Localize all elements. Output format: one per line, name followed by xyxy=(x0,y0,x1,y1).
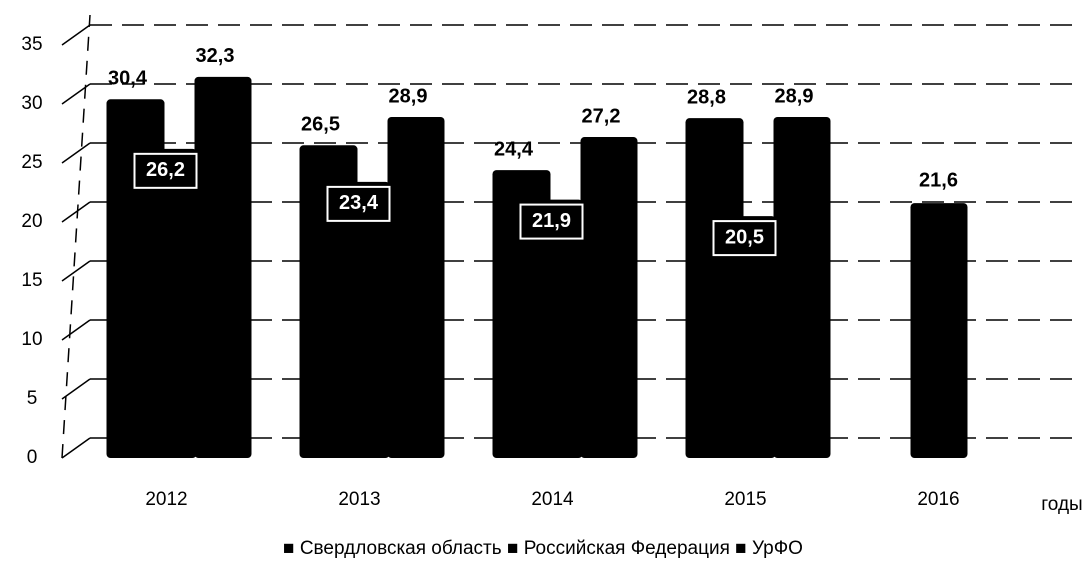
bar xyxy=(387,116,445,458)
legend-label: Российская Федерация xyxy=(524,538,730,559)
bar xyxy=(194,76,252,459)
value-label: 30,4 xyxy=(108,68,148,90)
legend-marker: ■ xyxy=(730,538,752,559)
value-label-box xyxy=(326,185,391,222)
legend-marker: ■ xyxy=(502,538,524,559)
value-label: 26,5 xyxy=(301,114,340,136)
axis-tick xyxy=(61,260,91,282)
legend-label: Свердловская область xyxy=(300,538,502,559)
y-tick-label: 10 xyxy=(21,329,42,350)
x-tick-label: 2016 xyxy=(917,489,959,510)
x-tick-label: 2013 xyxy=(338,489,380,510)
bar xyxy=(106,99,165,458)
value-label: 24,4 xyxy=(494,138,534,160)
x-axis-label: годы xyxy=(1041,494,1082,515)
bar xyxy=(773,116,831,458)
axis-tick xyxy=(61,24,91,46)
y-tick-label: 25 xyxy=(21,152,42,173)
bar xyxy=(685,118,744,458)
value-label-box xyxy=(519,203,584,240)
value-label-box xyxy=(133,152,198,189)
y-tick-label: 5 xyxy=(27,388,38,409)
x-tick-label: 2012 xyxy=(145,489,187,510)
value-label: 28,9 xyxy=(389,85,428,107)
value-label-box xyxy=(712,220,777,257)
x-tick-label: 2015 xyxy=(724,489,766,510)
legend-label: УрФО xyxy=(752,538,803,559)
legend: ■ Свердловская область ■ Российская Феде… xyxy=(283,538,803,559)
axis-tick xyxy=(61,201,91,223)
bar xyxy=(299,145,358,459)
bar xyxy=(910,203,968,458)
legend-marker: ■ xyxy=(283,538,300,559)
y-tick-label: 15 xyxy=(21,270,42,291)
value-label: 28,8 xyxy=(687,86,726,108)
y-tick-label: 35 xyxy=(21,34,42,55)
y-tick-label: 20 xyxy=(21,211,42,232)
axis-tick xyxy=(61,437,91,459)
value-label: 23,4 xyxy=(339,192,379,214)
value-label: 20,5 xyxy=(725,226,764,248)
axis-tick xyxy=(61,319,91,341)
axis-line xyxy=(61,14,91,459)
y-tick-label: 0 xyxy=(27,447,38,468)
value-label: 32,3 xyxy=(196,45,235,67)
value-label: 21,6 xyxy=(919,169,958,191)
value-label: 27,2 xyxy=(582,105,621,127)
x-tick-label: 2014 xyxy=(531,489,574,510)
bar xyxy=(580,137,638,459)
value-label: 21,9 xyxy=(532,210,571,232)
value-label: 26,2 xyxy=(146,159,185,181)
y-tick-label: 30 xyxy=(21,93,42,114)
axis-tick xyxy=(61,378,91,400)
bar xyxy=(492,170,551,458)
axis-tick xyxy=(61,142,91,164)
value-label: 28,9 xyxy=(775,85,814,107)
